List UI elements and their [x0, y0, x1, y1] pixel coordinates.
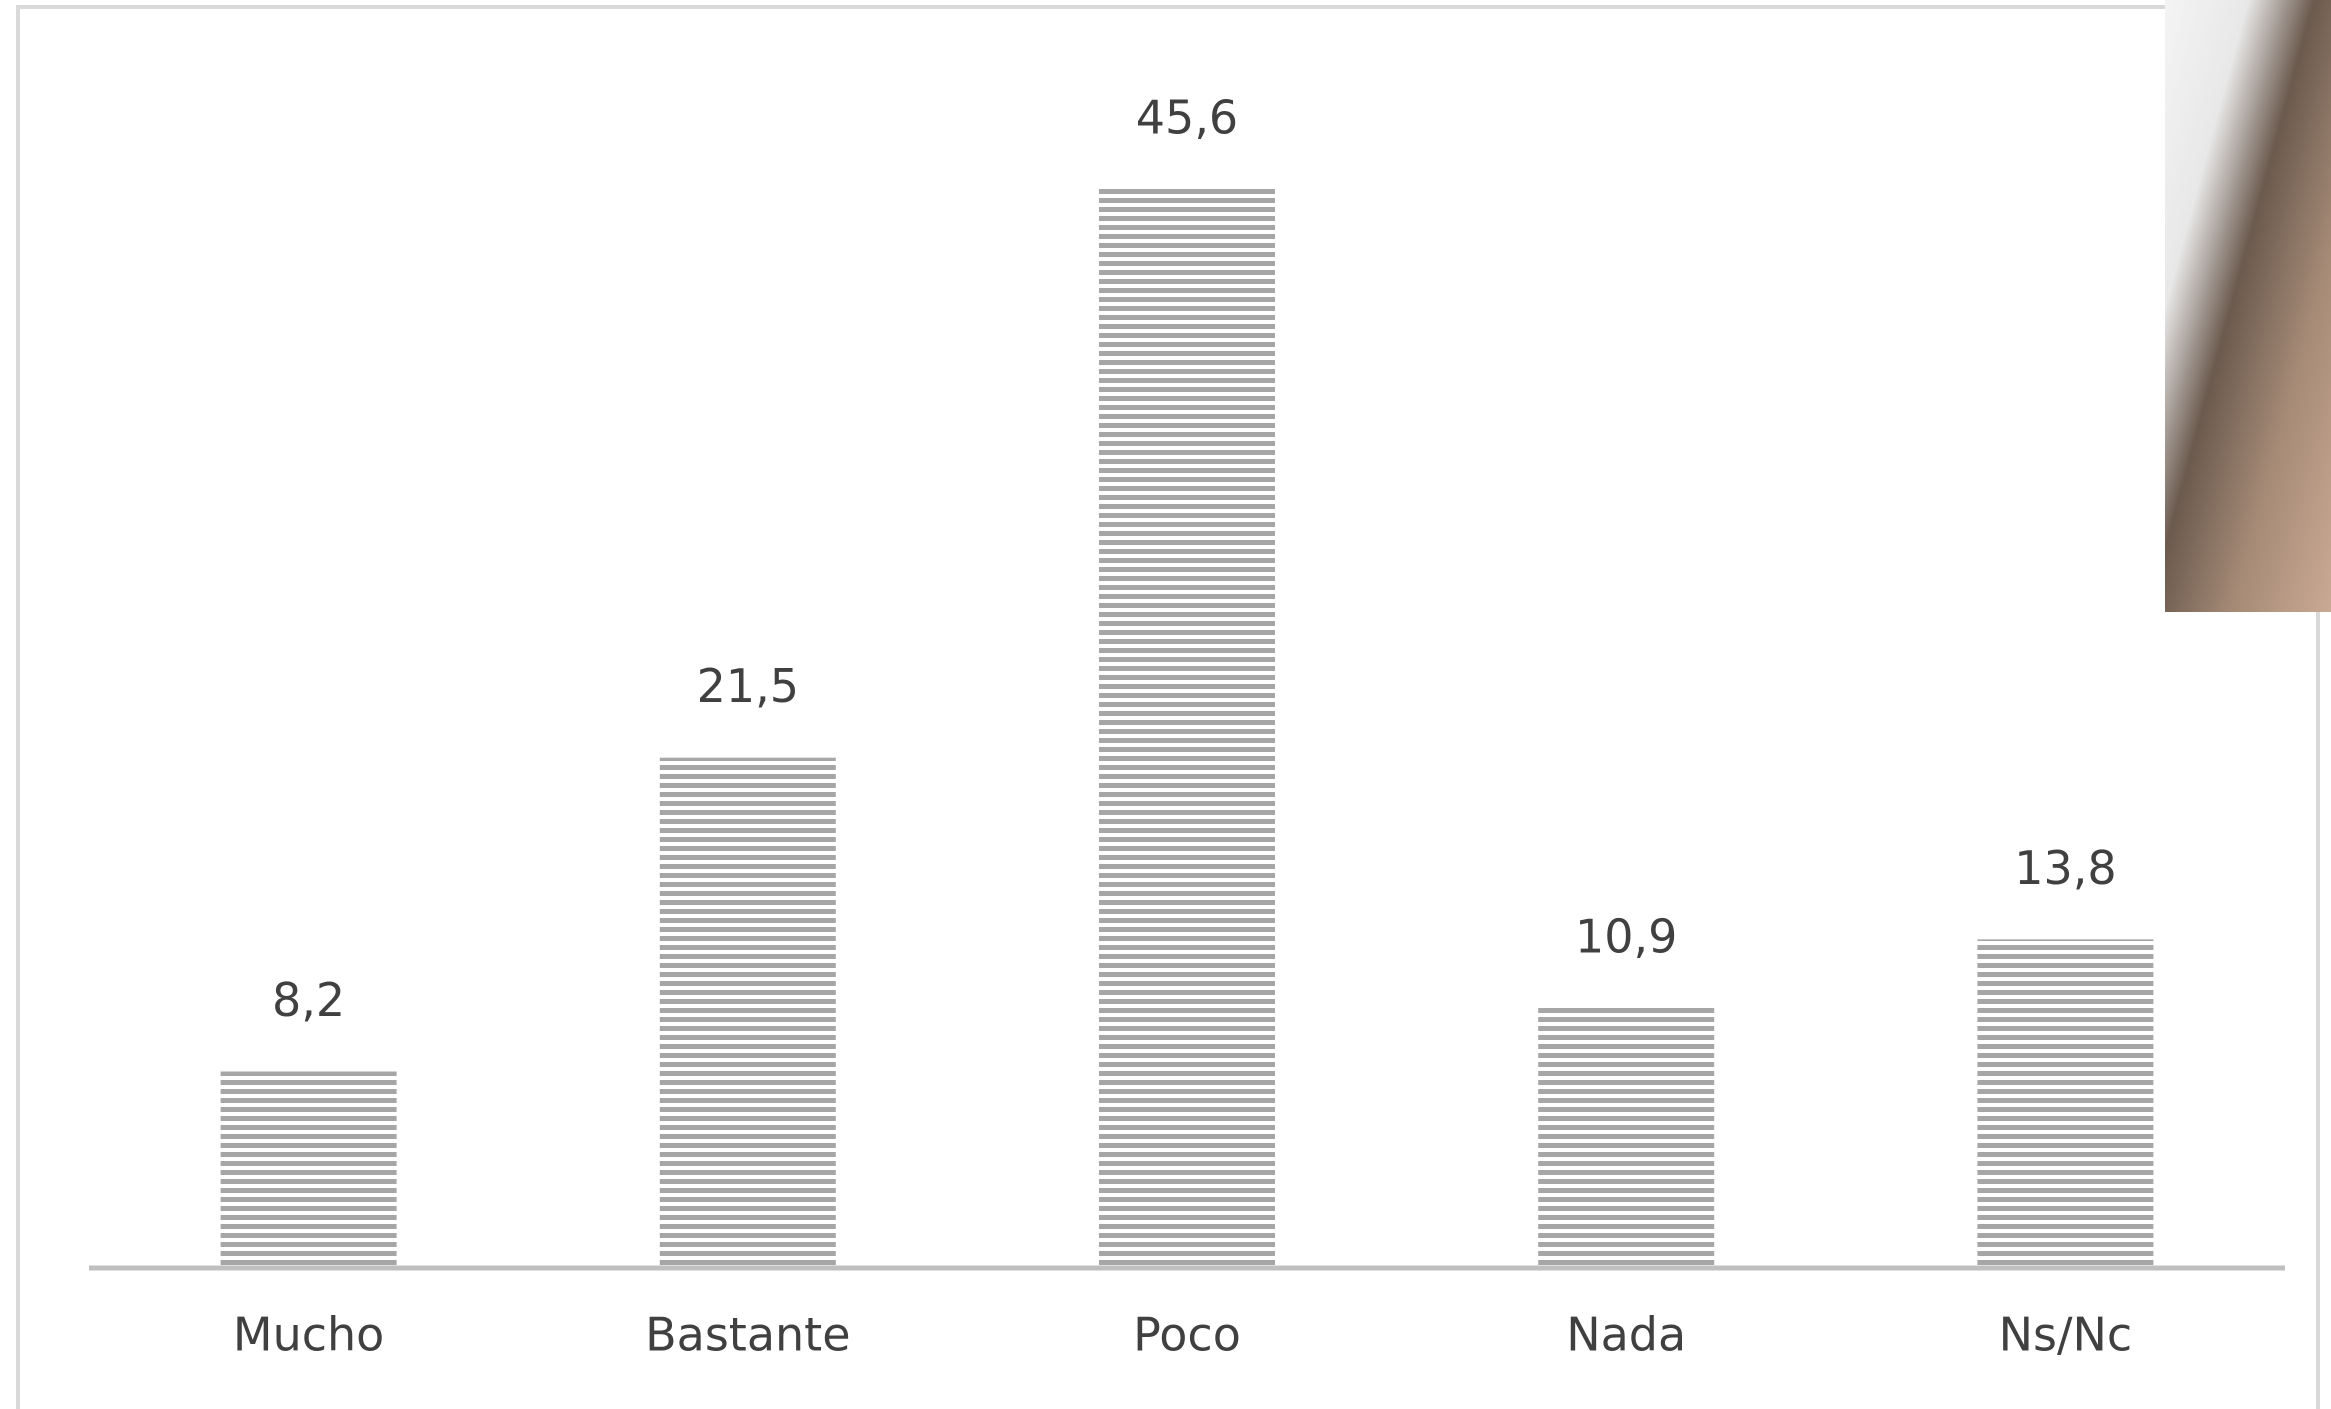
value-label: 13,8 [2014, 841, 2116, 895]
x-tick-label: Bastante [645, 1308, 850, 1362]
chart-frame [16, 5, 2320, 1409]
bar [1538, 1007, 1715, 1265]
x-tick-label: Mucho [233, 1308, 384, 1362]
bar [220, 1071, 397, 1265]
value-label: 45,6 [1136, 91, 1238, 145]
photo [2165, 0, 2331, 612]
value-label: 8,2 [272, 973, 345, 1027]
x-tick-label: Ns/Nc [1999, 1308, 2133, 1362]
value-label: 10,9 [1575, 909, 1677, 963]
bar [1099, 189, 1275, 1265]
bar [1977, 939, 2154, 1265]
x-tick-label: Nada [1566, 1308, 1686, 1362]
value-label: 21,5 [697, 659, 799, 713]
x-tick-label: Poco [1133, 1308, 1241, 1362]
bar [659, 757, 836, 1265]
